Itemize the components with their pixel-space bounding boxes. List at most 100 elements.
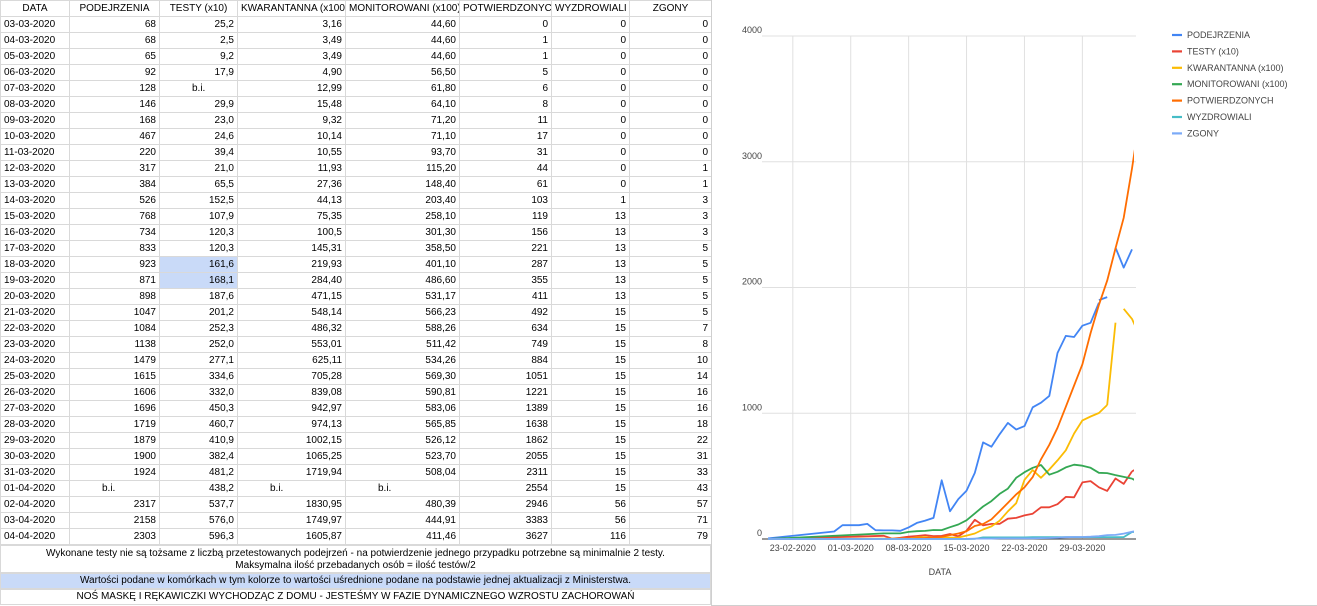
cell-deaths[interactable]: 10 <box>629 352 712 369</box>
cell-suspected[interactable]: 1696 <box>69 400 160 417</box>
cell-confirmed[interactable]: 492 <box>459 304 552 321</box>
cell-suspected[interactable]: 2317 <box>69 496 160 513</box>
cell-quarantine[interactable]: 10,14 <box>237 128 346 145</box>
cell-suspected[interactable]: b.i. <box>69 480 160 497</box>
cell-monitored[interactable]: 486,60 <box>345 272 460 289</box>
cell-deaths[interactable]: 57 <box>629 496 712 513</box>
cell-deaths[interactable]: 0 <box>629 80 712 97</box>
cell-quarantine[interactable]: 3,49 <box>237 32 346 49</box>
cell-monitored[interactable]: 148,40 <box>345 176 460 193</box>
cell-tests[interactable]: 9,2 <box>159 48 238 65</box>
cell-tests[interactable]: 576,0 <box>159 512 238 529</box>
cell-recovered[interactable]: 15 <box>551 304 630 321</box>
cell-confirmed[interactable]: 221 <box>459 240 552 257</box>
cell-recovered[interactable]: 0 <box>551 128 630 145</box>
cell-suspected[interactable]: 92 <box>69 64 160 81</box>
cell-quarantine[interactable]: 219,93 <box>237 256 346 273</box>
cell-quarantine[interactable]: 1065,25 <box>237 448 346 465</box>
cell-confirmed[interactable]: 11 <box>459 112 552 129</box>
cell-recovered[interactable]: 15 <box>551 336 630 353</box>
cell-monitored[interactable]: 56,50 <box>345 64 460 81</box>
cell-recovered[interactable]: 15 <box>551 416 630 433</box>
cell-date[interactable]: 13-03-2020 <box>0 176 70 193</box>
cell-date[interactable]: 03-04-2020 <box>0 512 70 529</box>
cell-suspected[interactable]: 1084 <box>69 320 160 337</box>
cell-monitored[interactable]: 203,40 <box>345 192 460 209</box>
cell-date[interactable]: 04-03-2020 <box>0 32 70 49</box>
cell-date[interactable]: 07-03-2020 <box>0 80 70 97</box>
column-header-tests[interactable]: TESTY (x10) <box>159 0 238 17</box>
cell-monitored[interactable]: 358,50 <box>345 240 460 257</box>
cell-recovered[interactable]: 116 <box>551 528 630 545</box>
cell-recovered[interactable]: 15 <box>551 432 630 449</box>
cell-tests[interactable]: 438,2 <box>159 480 238 497</box>
cell-tests[interactable]: 120,3 <box>159 240 238 257</box>
cell-suspected[interactable]: 1606 <box>69 384 160 401</box>
cell-suspected[interactable]: 1719 <box>69 416 160 433</box>
cell-monitored[interactable]: 401,10 <box>345 256 460 273</box>
cell-confirmed[interactable]: 17 <box>459 128 552 145</box>
cell-deaths[interactable]: 1 <box>629 176 712 193</box>
cell-recovered[interactable]: 0 <box>551 32 630 49</box>
cell-quarantine[interactable]: 4,90 <box>237 64 346 81</box>
cell-suspected[interactable]: 128 <box>69 80 160 97</box>
cell-monitored[interactable]: 569,30 <box>345 368 460 385</box>
cell-date[interactable]: 17-03-2020 <box>0 240 70 257</box>
cell-tests[interactable]: 2,5 <box>159 32 238 49</box>
cell-recovered[interactable]: 15 <box>551 448 630 465</box>
cell-tests[interactable]: 450,3 <box>159 400 238 417</box>
cell-recovered[interactable]: 0 <box>551 48 630 65</box>
cell-monitored[interactable]: 588,26 <box>345 320 460 337</box>
cell-confirmed[interactable]: 1862 <box>459 432 552 449</box>
cell-suspected[interactable]: 65 <box>69 48 160 65</box>
cell-deaths[interactable]: 3 <box>629 192 712 209</box>
cell-recovered[interactable]: 0 <box>551 16 630 33</box>
cell-deaths[interactable]: 3 <box>629 208 712 225</box>
cell-quarantine[interactable]: 1002,15 <box>237 432 346 449</box>
cell-confirmed[interactable]: 2946 <box>459 496 552 513</box>
cell-tests[interactable]: 39,4 <box>159 144 238 161</box>
cell-quarantine[interactable]: 3,49 <box>237 48 346 65</box>
cell-deaths[interactable]: 0 <box>629 16 712 33</box>
cell-quarantine[interactable]: 1719,94 <box>237 464 346 481</box>
cell-tests[interactable]: 21,0 <box>159 160 238 177</box>
cell-deaths[interactable]: 0 <box>629 48 712 65</box>
cell-tests[interactable]: 596,3 <box>159 528 238 545</box>
cell-monitored[interactable]: 44,60 <box>345 32 460 49</box>
cell-suspected[interactable]: 898 <box>69 288 160 305</box>
cell-recovered[interactable]: 15 <box>551 368 630 385</box>
cell-deaths[interactable]: 8 <box>629 336 712 353</box>
cell-date[interactable]: 16-03-2020 <box>0 224 70 241</box>
cell-confirmed[interactable]: 749 <box>459 336 552 353</box>
cell-suspected[interactable]: 68 <box>69 16 160 33</box>
cell-date[interactable]: 20-03-2020 <box>0 288 70 305</box>
cell-confirmed[interactable]: 31 <box>459 144 552 161</box>
cell-suspected[interactable]: 2303 <box>69 528 160 545</box>
cell-tests[interactable]: 410,9 <box>159 432 238 449</box>
cell-deaths[interactable]: 71 <box>629 512 712 529</box>
cell-tests[interactable]: 29,9 <box>159 96 238 113</box>
cell-date[interactable]: 15-03-2020 <box>0 208 70 225</box>
cell-monitored[interactable]: 566,23 <box>345 304 460 321</box>
cell-deaths[interactable]: 0 <box>629 32 712 49</box>
cell-recovered[interactable]: 56 <box>551 512 630 529</box>
cell-quarantine[interactable]: 100,5 <box>237 224 346 241</box>
cell-date[interactable]: 30-03-2020 <box>0 448 70 465</box>
cell-recovered[interactable]: 0 <box>551 96 630 113</box>
cell-tests[interactable]: 120,3 <box>159 224 238 241</box>
chart-panel[interactable]: 23-02-2020 01-03-2020 08-03-2020 15-03-2020… <box>711 0 1317 606</box>
cell-suspected[interactable]: 1047 <box>69 304 160 321</box>
cell-suspected[interactable]: 467 <box>69 128 160 145</box>
cell-date[interactable]: 24-03-2020 <box>0 352 70 369</box>
cell-suspected[interactable]: 1138 <box>69 336 160 353</box>
cell-quarantine[interactable]: 12,99 <box>237 80 346 97</box>
cell-confirmed[interactable]: 1 <box>459 32 552 49</box>
cell-deaths[interactable]: 33 <box>629 464 712 481</box>
cell-quarantine[interactable]: 9,32 <box>237 112 346 129</box>
cell-confirmed[interactable]: 1389 <box>459 400 552 417</box>
cell-date[interactable]: 03-03-2020 <box>0 16 70 33</box>
cell-confirmed[interactable]: 1638 <box>459 416 552 433</box>
cell-suspected[interactable]: 384 <box>69 176 160 193</box>
cell-date[interactable]: 22-03-2020 <box>0 320 70 337</box>
cell-tests[interactable]: 65,5 <box>159 176 238 193</box>
